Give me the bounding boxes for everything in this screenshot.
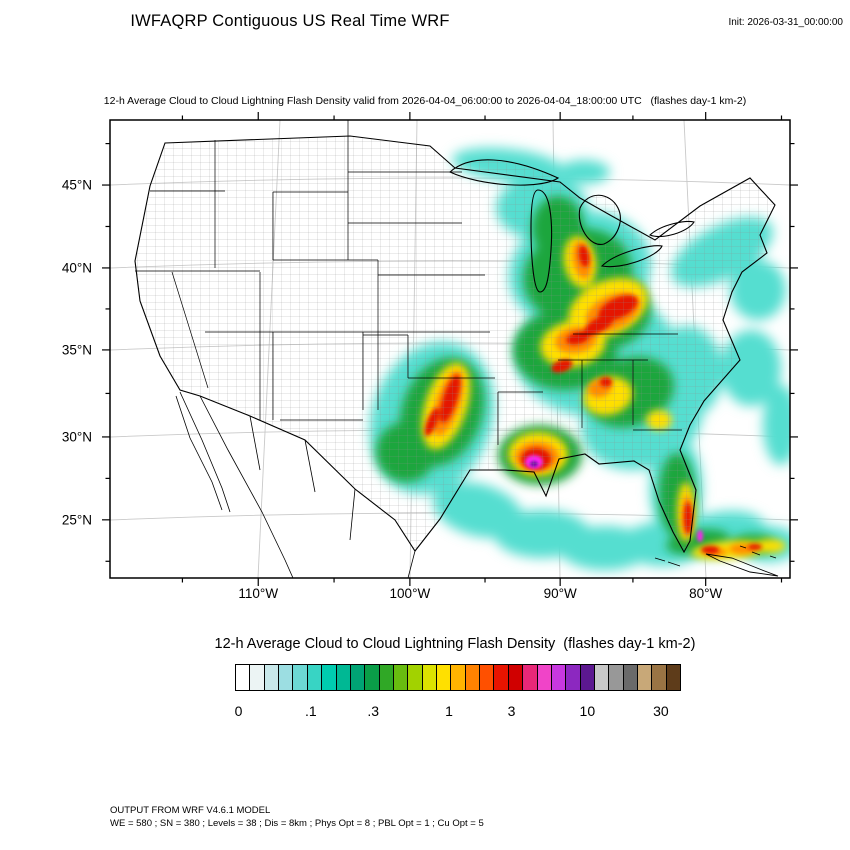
density-blob <box>754 539 786 553</box>
init-time: Init: 2026-03-31_00:00:00 <box>728 17 843 28</box>
density-blob <box>697 530 703 542</box>
colorbar-tick-label: 10 <box>579 703 596 719</box>
colorbar-tick-label: .3 <box>367 703 380 719</box>
colorbar-cell <box>608 665 623 690</box>
colorbar-cell <box>579 665 594 690</box>
colorbar-cell <box>651 665 666 690</box>
y-tick-label: 30°N <box>61 429 92 445</box>
density-blob <box>748 544 762 550</box>
density-blob <box>763 385 790 465</box>
colorbar-cell <box>249 665 264 690</box>
colorbar-cell <box>335 665 350 690</box>
colorbar-cell <box>421 665 437 690</box>
map-frame <box>102 112 798 586</box>
colorbar-labels: 0 .1 .3 1 3 10 30 <box>235 703 681 721</box>
colorbar-cell <box>263 665 279 690</box>
footer-line-2: WE = 580 ; SN = 380 ; Levels = 38 ; Dis … <box>110 818 484 829</box>
us-outline <box>134 135 776 554</box>
x-tick-label: 90°W <box>543 586 577 601</box>
colorbar-cell <box>407 665 422 690</box>
colorbar-cell <box>565 665 580 690</box>
colorbar-cell <box>306 665 322 690</box>
colorbar-cell <box>493 665 508 690</box>
page-title: IWFAQRP Contiguous US Real Time WRF <box>130 12 450 30</box>
map-svg <box>102 112 798 586</box>
colorbar-tick-label: 0 <box>234 703 243 719</box>
cuba-islands <box>654 545 779 577</box>
colorbar-cell <box>464 665 480 690</box>
state-borders <box>135 120 682 445</box>
colorbar <box>235 664 681 691</box>
colorbar-cell <box>522 665 537 690</box>
y-axis-labels: 45°N 40°N 35°N 30°N 25°N <box>0 120 102 578</box>
legend-title: 12-h Average Cloud to Cloud Lightning Fl… <box>214 636 696 652</box>
colorbar-cell <box>479 665 494 690</box>
colorbar-cell <box>507 665 523 690</box>
colorbar-cell <box>378 665 393 690</box>
y-tick-label: 25°N <box>61 512 92 528</box>
colorbar-cell <box>292 665 307 690</box>
colorbar-cell <box>236 665 250 690</box>
colorbar-cell <box>321 665 336 690</box>
colorbar-tick-label: 30 <box>653 703 669 719</box>
colorbar-cell <box>364 665 379 690</box>
density-blob <box>730 260 786 320</box>
density-blob <box>558 160 610 184</box>
colorbar-cell <box>637 665 652 690</box>
y-tick-label: 35°N <box>61 342 92 358</box>
colorbar-cell <box>278 665 293 690</box>
colorbar-cell <box>550 665 566 690</box>
y-tick-label: 45°N <box>61 177 92 193</box>
colorbar-cell <box>349 665 365 690</box>
x-tick-label: 80°W <box>689 586 723 601</box>
y-tick-label: 40°N <box>61 260 92 276</box>
colorbar-cell <box>436 665 451 690</box>
colorbar-cell <box>622 665 638 690</box>
colorbar-cell <box>593 665 609 690</box>
footer-line-1: OUTPUT FROM WRF V4.6.1 MODEL <box>110 805 271 816</box>
density-blob <box>721 330 781 406</box>
colorbar-cell <box>665 665 681 690</box>
colorbar-cell <box>392 665 408 690</box>
colorbar-tick-label: 3 <box>507 703 516 719</box>
model-footnote: OUTPUT FROM WRF V4.6.1 MODEL WE = 580 ; … <box>110 804 484 830</box>
density-blob <box>701 546 719 554</box>
x-tick-label: 110°W <box>238 586 279 601</box>
colorbar-tick-label: 1 <box>445 703 453 719</box>
x-axis-labels: 110°W 100°W 90°W 80°W <box>110 586 790 606</box>
plot-frame <box>109 119 791 579</box>
colorbar-tick-label: .1 <box>304 703 317 719</box>
mexico-borders <box>175 391 416 578</box>
colorbar-cell <box>536 665 551 690</box>
colorbar-cell <box>450 665 465 690</box>
x-tick-label: 100°W <box>389 586 431 601</box>
plot-subtitle: 12-h Average Cloud to Cloud Lightning Fl… <box>103 95 747 107</box>
